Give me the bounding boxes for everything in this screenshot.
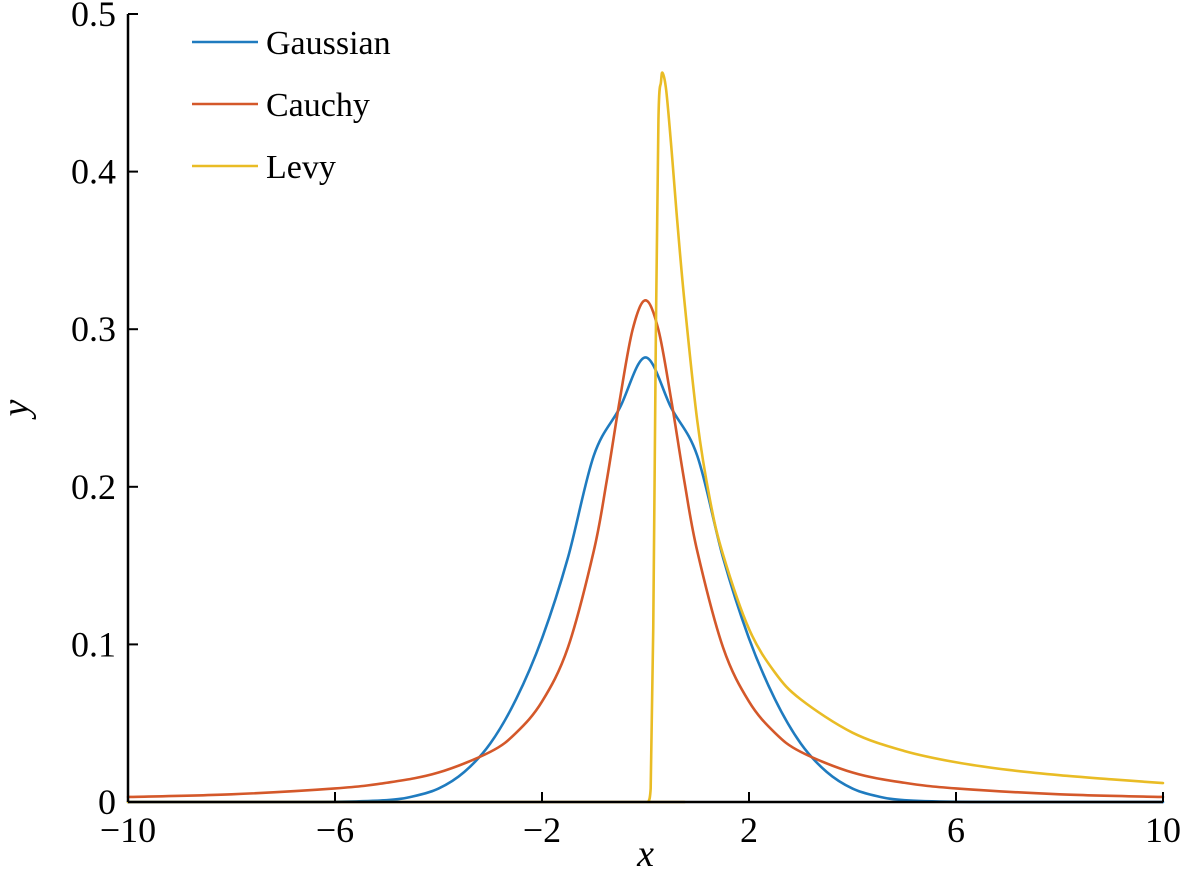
axes-layer [126, 14, 1163, 804]
legend-label: Cauchy [266, 87, 370, 124]
x-tick-label: 10 [1145, 810, 1181, 850]
x-tick-label: 2 [740, 810, 758, 850]
series-layer [126, 71, 1165, 804]
legend-label: Gaussian [266, 25, 391, 62]
legend-item-cauchy: Cauchy [192, 87, 370, 124]
legend-label: Levy [266, 149, 336, 186]
y-tick-label: 0.3 [71, 309, 116, 349]
series-line-cauchy [126, 299, 1165, 799]
x-tick-label: 6 [947, 810, 965, 850]
y-tick-label: 0.4 [71, 152, 116, 192]
y-tick-label: 0.5 [71, 0, 116, 34]
y-tick-label: 0.2 [71, 467, 116, 507]
x-tick-label: −6 [316, 810, 354, 850]
ticks-layer: −10 −6 −2 2 6 10 0 0.1 0.2 0.3 0.4 0.5 [71, 0, 1181, 850]
series-line-levy [126, 71, 1165, 804]
y-tick-label: 0 [98, 782, 116, 822]
x-axis-label: x [636, 833, 654, 870]
series-line-gaussian [126, 356, 1165, 804]
legend: Gaussian Cauchy Levy [192, 25, 391, 186]
x-tick-label: −2 [523, 810, 561, 850]
x-tick-label: −10 [100, 810, 156, 850]
legend-item-levy: Levy [192, 149, 336, 186]
legend-item-gaussian: Gaussian [192, 25, 391, 62]
y-axis-label: y [0, 399, 37, 420]
y-tick-label: 0.1 [71, 624, 116, 664]
